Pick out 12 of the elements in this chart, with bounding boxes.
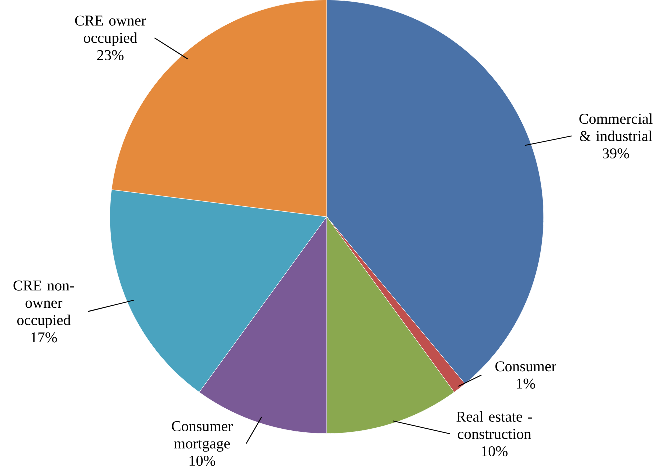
slice-label: Consumer bbox=[496, 361, 556, 372]
slice-label: Real estate - construction bbox=[456, 411, 532, 440]
slice-label: Consumer mortgage bbox=[172, 421, 233, 452]
data-label: 1% bbox=[517, 378, 536, 389]
slice-label: CRE non-owner occupied bbox=[14, 280, 74, 328]
slice-label: Commercial & industrial bbox=[580, 113, 653, 142]
data-label: 10% bbox=[190, 456, 216, 466]
data-label: 39% bbox=[603, 148, 630, 159]
data-label: 17% bbox=[32, 332, 58, 343]
slice-label: CRE owner occupied bbox=[75, 16, 146, 46]
data-label: 10% bbox=[482, 446, 508, 456]
data-label: 23% bbox=[97, 50, 124, 60]
